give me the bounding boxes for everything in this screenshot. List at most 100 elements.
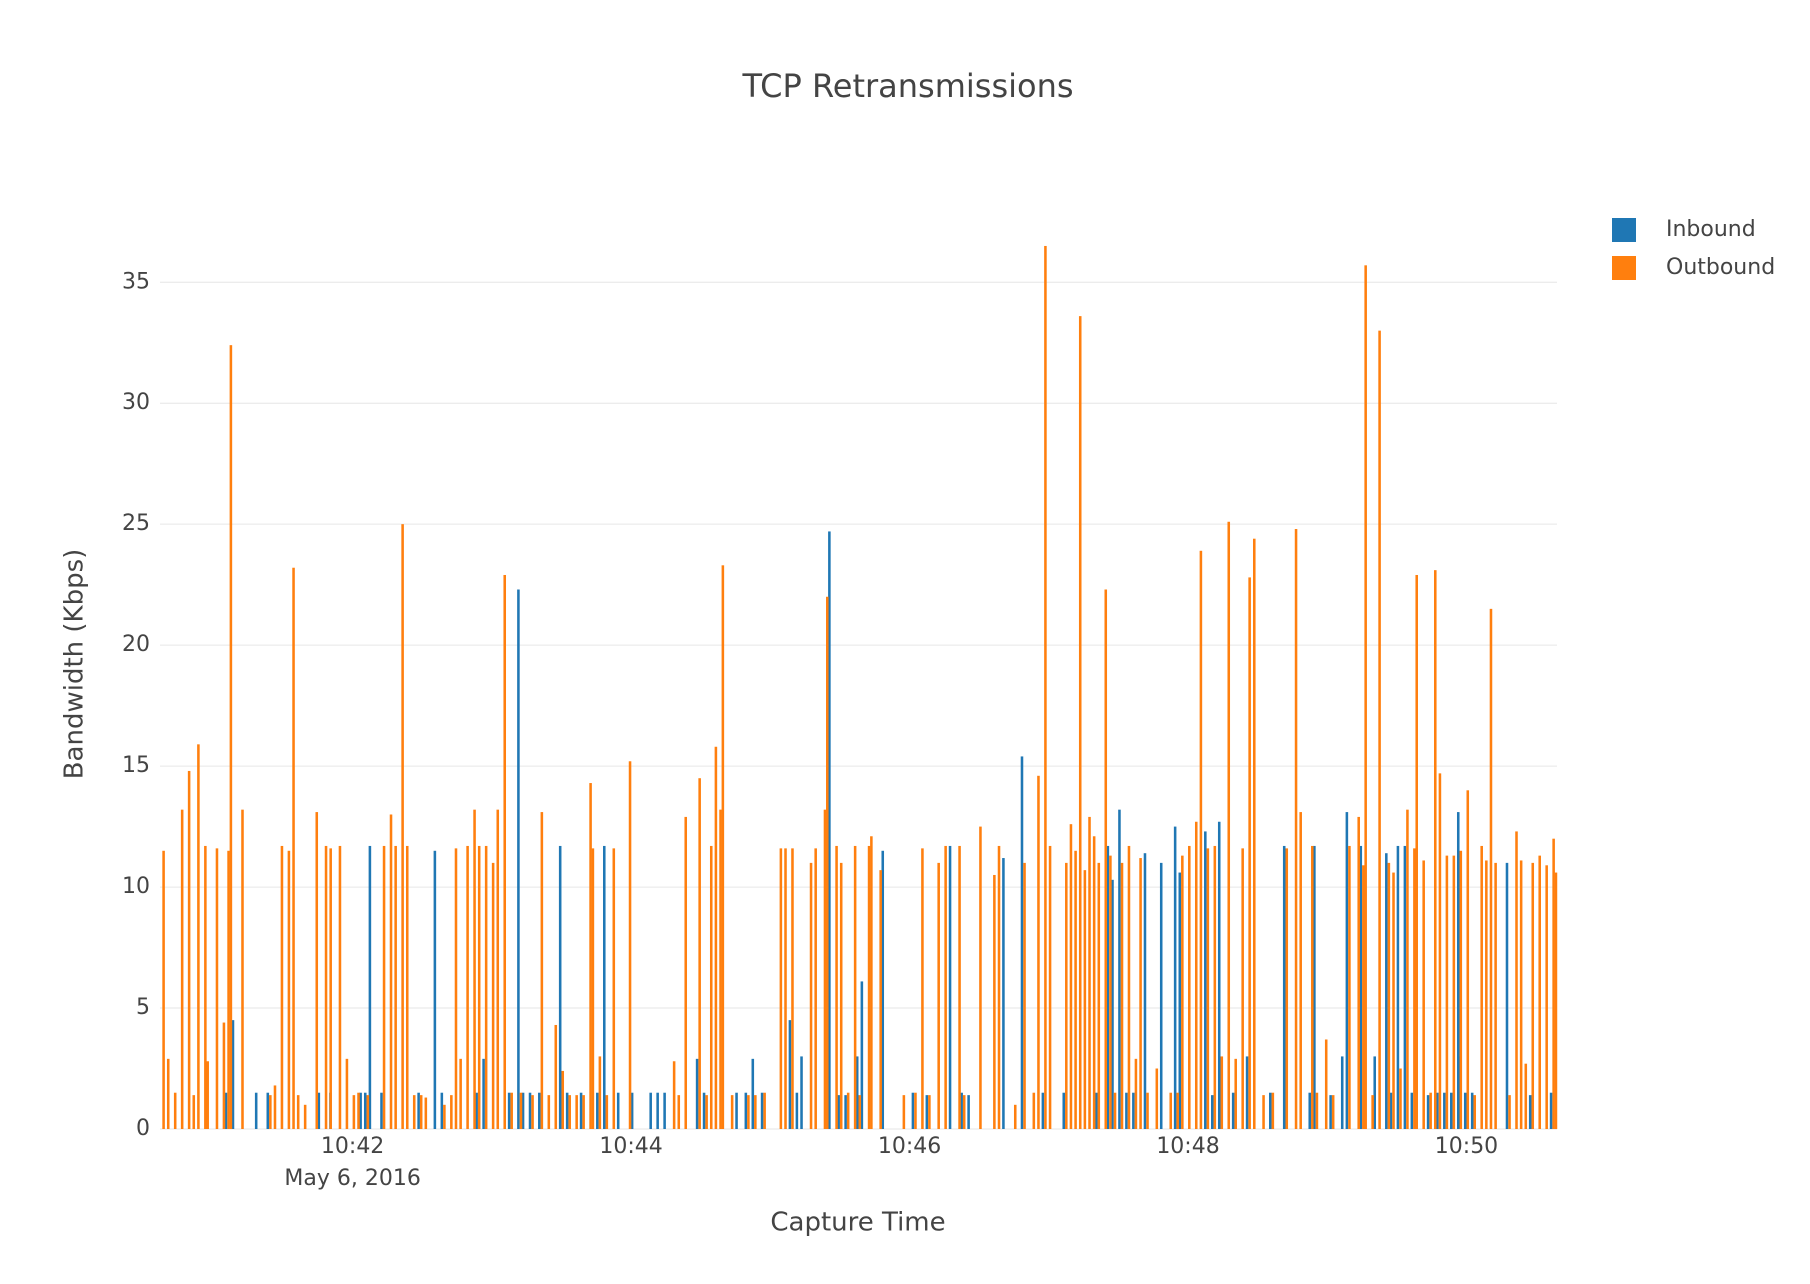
bar	[273, 1085, 277, 1129]
bar	[1020, 756, 1024, 1129]
bar	[925, 1095, 929, 1129]
bar	[1485, 860, 1488, 1129]
bar	[960, 1092, 963, 1129]
bar	[454, 848, 458, 1129]
bar	[684, 816, 688, 1129]
bar	[1348, 845, 1351, 1129]
y-axis-title: Bandwidth (Kbps)	[60, 549, 90, 780]
bar	[382, 845, 386, 1129]
bar	[292, 567, 295, 1129]
bar	[419, 1095, 423, 1129]
bar	[1199, 550, 1203, 1129]
bar	[855, 1056, 859, 1129]
bar	[1387, 862, 1391, 1129]
bar	[605, 1095, 609, 1129]
bar	[1552, 838, 1555, 1129]
bar	[1113, 1092, 1117, 1129]
bar	[1294, 529, 1298, 1129]
bar	[784, 848, 787, 1129]
bar	[628, 761, 632, 1129]
bar	[695, 1058, 699, 1129]
bar	[1524, 1063, 1528, 1129]
bar	[937, 862, 940, 1129]
bar	[788, 1020, 792, 1129]
bar	[1371, 1095, 1374, 1129]
bar	[1531, 862, 1535, 1129]
bar	[1234, 1058, 1237, 1129]
x-tick-label: 10:46	[878, 1134, 941, 1159]
bar	[475, 1092, 478, 1129]
bar	[1538, 855, 1541, 1129]
bar	[1023, 862, 1026, 1129]
bar	[763, 1092, 766, 1129]
bar	[828, 531, 831, 1129]
bar	[1109, 855, 1112, 1129]
bar	[561, 1070, 565, 1129]
bar	[519, 1092, 523, 1129]
bar	[1406, 809, 1409, 1129]
bar	[1269, 1092, 1272, 1129]
bar	[914, 1092, 917, 1129]
bar	[450, 1095, 453, 1129]
bar	[705, 1095, 708, 1129]
bar	[1329, 1095, 1332, 1129]
bar	[266, 1092, 270, 1129]
bar	[1037, 775, 1040, 1129]
bar	[558, 845, 562, 1129]
bar	[366, 1095, 370, 1129]
bar	[1134, 1058, 1138, 1129]
bar	[1445, 855, 1449, 1129]
bar	[1463, 1092, 1467, 1129]
bar	[962, 1095, 966, 1129]
bar	[1282, 845, 1286, 1129]
bar	[630, 1092, 634, 1129]
bar	[1396, 845, 1400, 1129]
bar	[568, 1095, 571, 1129]
bar	[1074, 850, 1077, 1129]
bar	[363, 1092, 367, 1129]
bar	[730, 1095, 734, 1129]
bar	[839, 862, 843, 1129]
bar	[928, 1095, 931, 1129]
x-tick-label: 10:44	[599, 1134, 662, 1159]
bar	[173, 1092, 177, 1129]
bar	[709, 845, 713, 1129]
y-tick-label: 5	[136, 995, 150, 1020]
bar	[473, 809, 476, 1129]
bar	[779, 848, 783, 1129]
bar	[603, 845, 606, 1129]
bar	[1359, 845, 1363, 1129]
bar	[222, 1022, 226, 1129]
bar	[1331, 1095, 1335, 1129]
bar	[1389, 1092, 1393, 1129]
bar	[1426, 1095, 1430, 1129]
bar	[1364, 265, 1367, 1129]
bar	[389, 814, 393, 1129]
bar	[1106, 845, 1110, 1129]
bar	[254, 1092, 258, 1129]
bar	[1422, 860, 1425, 1129]
y-tick-label: 15	[122, 753, 150, 778]
bar	[1549, 1092, 1553, 1129]
bar	[380, 1092, 383, 1129]
bar	[967, 1095, 970, 1129]
bar	[1241, 848, 1244, 1129]
bar	[1245, 1056, 1249, 1129]
bar	[1285, 848, 1289, 1129]
bar	[554, 1024, 558, 1129]
bar	[166, 1058, 170, 1129]
bar	[1217, 821, 1221, 1129]
bar	[401, 524, 404, 1129]
bar	[394, 845, 397, 1129]
bar	[517, 589, 520, 1129]
bar	[1062, 1092, 1066, 1129]
bar	[1088, 816, 1091, 1129]
bar	[329, 848, 332, 1129]
bar	[368, 845, 372, 1129]
bar	[1315, 1092, 1319, 1129]
bar	[1220, 1056, 1224, 1129]
bar	[1204, 831, 1207, 1129]
bar	[1410, 1092, 1414, 1129]
bar	[702, 1092, 706, 1129]
bar	[1227, 521, 1231, 1129]
